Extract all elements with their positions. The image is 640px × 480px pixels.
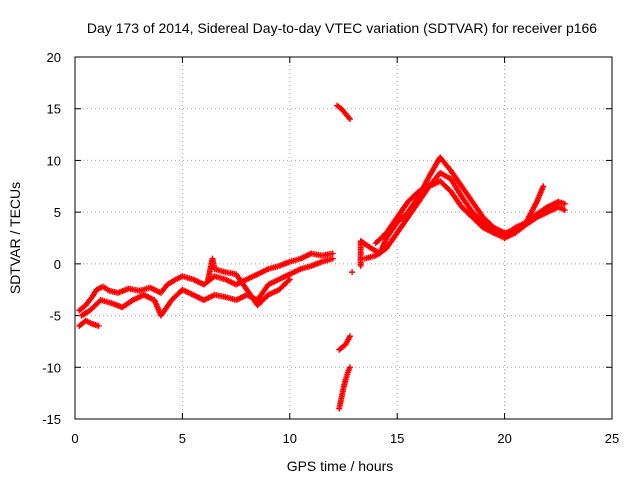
data-point xyxy=(95,322,102,329)
y-tick-label: -5 xyxy=(49,309,61,324)
plot-area-frame xyxy=(74,56,613,420)
x-tick-label: 0 xyxy=(71,431,78,446)
chart-title: Day 173 of 2014, Sidereal Day-to-day VTE… xyxy=(87,20,597,36)
data-point xyxy=(561,200,568,207)
x-tick-label: 5 xyxy=(179,431,186,446)
series-6 xyxy=(357,154,547,269)
series-4 xyxy=(336,269,356,353)
trace-marker xyxy=(345,114,352,121)
series-5 xyxy=(336,364,353,412)
x-axis-label: GPS time / hours xyxy=(287,458,394,474)
data-point xyxy=(540,183,547,190)
series-1 xyxy=(78,255,336,319)
x-tick-label: 20 xyxy=(497,431,511,446)
data-point xyxy=(349,269,356,276)
y-tick-label: 5 xyxy=(54,205,61,220)
y-tick-label: -15 xyxy=(42,412,61,427)
series-8 xyxy=(372,178,568,247)
y-axis-label: SDTVAR / TECUs xyxy=(7,182,23,294)
y-tick-label: -10 xyxy=(42,360,61,375)
data-point xyxy=(561,207,568,214)
data-point xyxy=(329,250,336,257)
series-7 xyxy=(361,169,568,262)
data-point xyxy=(346,333,353,340)
y-tick-label: 20 xyxy=(47,50,61,65)
data-point xyxy=(286,276,293,283)
trace-marker xyxy=(285,277,292,284)
series-3 xyxy=(334,102,353,123)
data-point xyxy=(346,116,353,123)
x-tick-label: 15 xyxy=(390,431,404,446)
x-tick-label: 25 xyxy=(605,431,619,446)
data-points xyxy=(76,102,568,412)
series-2 xyxy=(76,255,293,329)
y-tick-label: 15 xyxy=(47,102,61,117)
data-point xyxy=(346,364,353,371)
x-tick-label: 10 xyxy=(283,431,297,446)
axis-ticks: 0 5 10 15 20 25 -15 -10 -5 0 5 10 15 20 xyxy=(42,50,619,446)
y-tick-label: 10 xyxy=(47,153,61,168)
data-point xyxy=(329,255,336,262)
y-tick-label: 0 xyxy=(54,257,61,272)
